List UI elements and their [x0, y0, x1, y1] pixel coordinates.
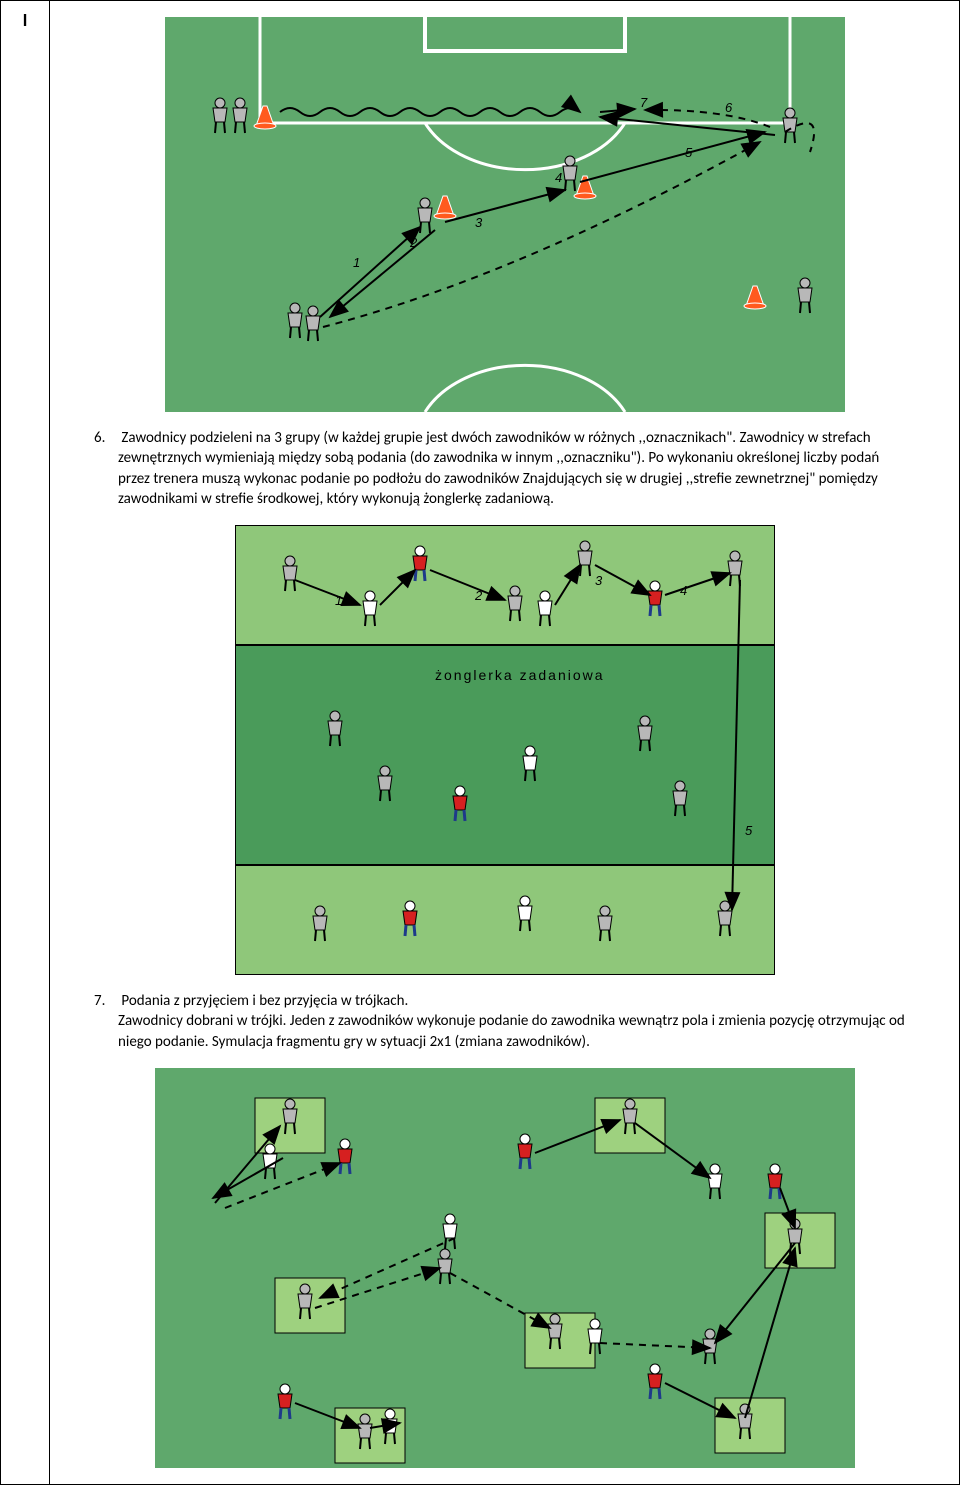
diagram-1-svg: 1 2 3 4 5 6 7 [165, 17, 845, 412]
diagram-1: 1 2 3 4 5 6 7 [165, 17, 845, 412]
left-marker-cell: I [1, 1, 50, 1485]
svg-text:4: 4 [680, 583, 687, 598]
layout-table: I 1 2 3 4 5 6 7 6. Zawodnicy podzieleni … [0, 0, 960, 1485]
item-6-num: 6. [94, 428, 118, 448]
svg-text:5: 5 [745, 823, 753, 838]
svg-text:1: 1 [335, 593, 342, 608]
diagram-2-svg: żonglerka zadaniowa 1 2 3 4 5 [235, 525, 775, 975]
item-6: 6. Zawodnicy podzieleni na 3 grupy (w ka… [58, 420, 951, 517]
page: I 1 2 3 4 5 6 7 6. Zawodnicy podzieleni … [0, 0, 960, 1485]
item-7-text: Podania z przyjęciem i bez przyjęcia w t… [118, 992, 905, 1051]
item-7-num: 7. [94, 991, 118, 1011]
svg-text:7: 7 [640, 95, 648, 110]
svg-text:6: 6 [725, 100, 733, 115]
svg-text:5: 5 [685, 145, 693, 160]
svg-text:3: 3 [475, 215, 483, 230]
diagram-2: żonglerka zadaniowa 1 2 3 4 5 [235, 525, 775, 975]
svg-text:3: 3 [595, 573, 603, 588]
svg-text:2: 2 [409, 235, 418, 250]
item-6-text: Zawodnicy podzieleni na 3 grupy (w każde… [118, 429, 879, 508]
item-7: 7. Podania z przyjęciem i bez przyjęcia … [58, 983, 951, 1060]
svg-text:1: 1 [353, 255, 360, 270]
content-cell: 1 2 3 4 5 6 7 6. Zawodnicy podzieleni na… [50, 1, 960, 1485]
left-marker: I [23, 9, 28, 31]
zone-label: żonglerka zadaniowa [435, 667, 605, 683]
svg-text:4: 4 [555, 170, 562, 185]
diagram-3-svg [155, 1068, 855, 1468]
svg-text:2: 2 [474, 588, 483, 603]
diagram-3 [155, 1068, 855, 1468]
